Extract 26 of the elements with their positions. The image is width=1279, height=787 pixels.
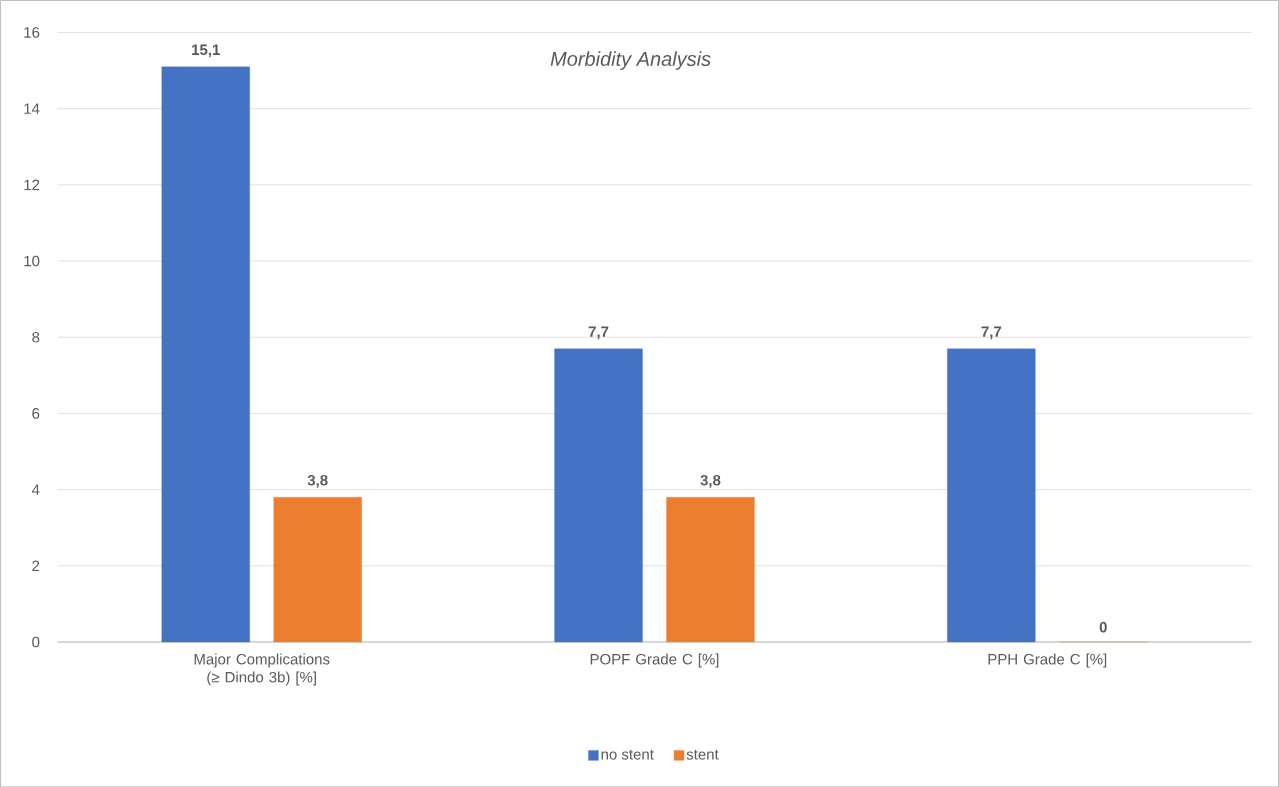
data-label: 7,7 <box>588 326 609 339</box>
y-tick-label: 10 <box>24 255 40 267</box>
y-tick-label: 0 <box>32 636 40 648</box>
data-label: 3,8 <box>700 474 721 488</box>
y-tick-label: 16 <box>24 26 40 38</box>
y-tick-label: 14 <box>24 103 40 114</box>
y-tick-label: 6 <box>32 407 40 419</box>
data-label: 3,8 <box>307 474 328 488</box>
data-label: 15,1 <box>192 44 220 58</box>
y-tick-label: 12 <box>24 179 40 190</box>
bar <box>161 66 250 642</box>
y-tick-label: 4 <box>31 484 40 495</box>
y-tick-label: 2 <box>32 560 40 571</box>
bar <box>666 496 755 642</box>
bar <box>273 496 362 642</box>
x-tick-label: Major Complications (≥ Dindo 3b) [%] <box>194 653 330 686</box>
bar <box>947 348 1036 642</box>
data-label: 7,7 <box>981 326 1002 339</box>
text: Morbidity Analysis <box>550 51 711 70</box>
x-tick-label: PPH Grade C [%] <box>988 653 1107 668</box>
x-tick-label: POPF Grade C [%] <box>590 653 719 668</box>
y-tick-label: 8 <box>32 331 40 343</box>
legend-label: no stent <box>601 749 654 760</box>
legend-label: stent <box>686 749 719 760</box>
bar <box>554 348 643 642</box>
data-label: 0 <box>1099 621 1107 633</box>
